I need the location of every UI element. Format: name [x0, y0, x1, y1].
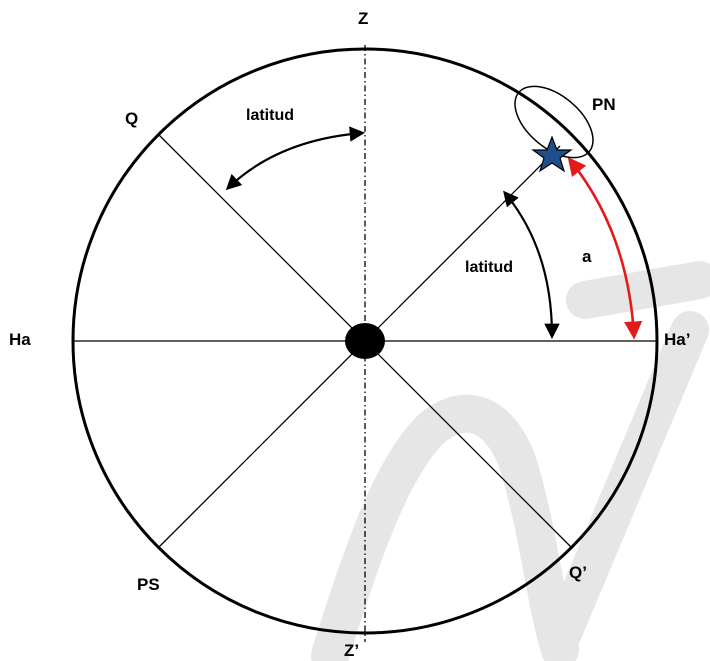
latitude-arc-right — [503, 190, 560, 340]
label-nadir: Z’ — [344, 641, 359, 660]
label-south-pole: PS — [137, 575, 160, 594]
altitude-arc — [567, 157, 643, 340]
center-point — [345, 323, 385, 359]
label-horizon-west: Ha — [9, 330, 31, 349]
label-altitude: a — [582, 247, 592, 266]
label-equator-lower: Q’ — [569, 563, 587, 582]
latitude-arc-upper — [225, 126, 366, 191]
label-equator-upper: Q — [125, 109, 138, 128]
star-icon — [531, 135, 573, 173]
north-pole-highlight — [514, 85, 594, 159]
label-latitude-upper: latitud — [246, 107, 294, 124]
label-north-pole: PN — [592, 95, 616, 114]
label-latitude-right: latitud — [465, 259, 513, 276]
watermark — [311, 261, 710, 661]
label-horizon-east: Ha’ — [664, 330, 690, 349]
label-zenith: Z — [358, 9, 368, 28]
